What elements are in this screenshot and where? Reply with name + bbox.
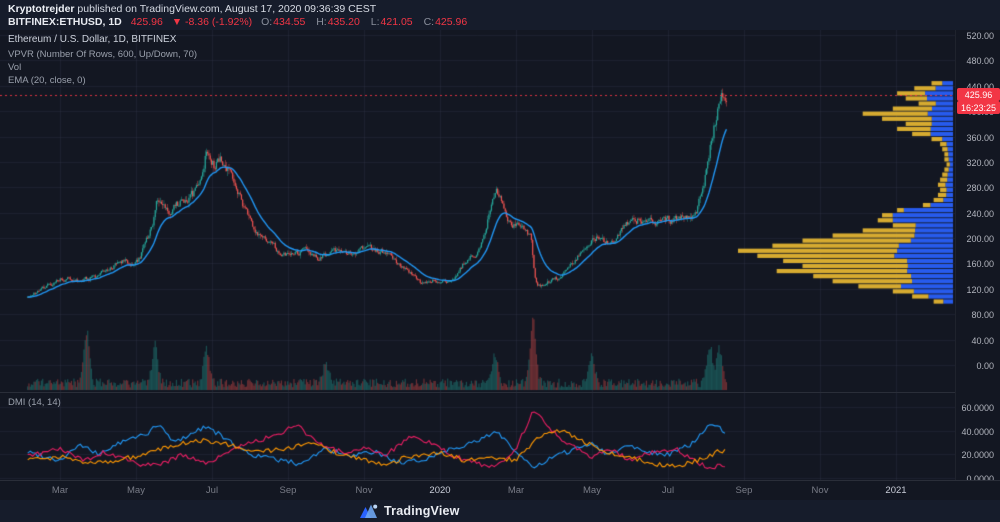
low-value: 421.05 (380, 16, 413, 28)
time-axis-month-label: Sep (279, 485, 297, 496)
time-axis-month-label: May (127, 485, 145, 496)
last-price-badge: 425.96 (957, 88, 1000, 102)
price-axis[interactable]: 425.96 16:23:25 520.00480.00440.00400.00… (955, 30, 1000, 484)
price-axis-label: 440.00 (966, 81, 994, 92)
price-change: ▼ -8.36 (-1.92%) (171, 16, 253, 28)
dmi-axis-label: 40.0000 (961, 426, 994, 437)
pane-separator[interactable] (0, 392, 1000, 393)
time-axis-month-label: Sep (735, 485, 753, 496)
price-chart-canvas[interactable] (0, 30, 955, 480)
legend-vpvr[interactable]: VPVR (Number Of Rows, 600, Up/Down, 70) (8, 49, 198, 60)
price-axis-label: 520.00 (966, 31, 994, 41)
dmi-axis-label: 60.0000 (961, 403, 994, 413)
author-name: Kryptotrejder (8, 3, 75, 15)
open-value: 434.55 (273, 16, 306, 28)
time-axis-year-label: 2021 (885, 485, 907, 496)
brand-name: TradingView (384, 503, 460, 518)
legend-ema[interactable]: EMA (20, close, 0) (8, 75, 86, 86)
price-axis-label: 160.00 (966, 259, 994, 270)
time-axis-month-label: Mar (507, 485, 525, 496)
time-axis-month-label: Nov (355, 485, 373, 496)
snapshot-footer: TradingView (0, 500, 1000, 522)
high-label: H: (316, 16, 327, 28)
price-axis-label: 480.00 (966, 56, 994, 67)
time-axis-month-label: May (583, 485, 601, 496)
price-axis-label: 120.00 (966, 284, 994, 295)
price-axis-label: 200.00 (966, 234, 994, 245)
time-axis-month-label: Jul (661, 485, 675, 496)
time-axis-month-label: Nov (811, 485, 829, 496)
legend-symbol[interactable]: Ethereum / U.S. Dollar, 1D, BITFINEX (8, 34, 177, 45)
published-text: published on TradingView.com, August 17,… (74, 3, 377, 15)
last-price: 425.96 (130, 16, 163, 28)
snapshot-header: Kryptotrejder published on TradingView.c… (0, 0, 1000, 30)
tradingview-brand[interactable]: TradingView (360, 503, 460, 518)
open-label: O: (261, 16, 273, 28)
time-axis[interactable]: Mar May Jul Sep Nov 2020 Mar May Jul Sep Nov 2021 (0, 480, 1000, 500)
chart-legend[interactable]: Ethereum / U.S. Dollar, 1D, BITFINEX VPV… (8, 34, 197, 87)
dmi-indicator-label[interactable]: DMI (14, 14) (8, 397, 61, 408)
candle-countdown-badge: 16:23:25 (957, 101, 1000, 115)
symbol-title: BITFINEX:ETHUSD, 1D (8, 16, 122, 28)
high-value: 435.20 (327, 16, 360, 28)
dmi-axis-label: 20.0000 (961, 450, 994, 461)
price-axis-label: 320.00 (966, 157, 994, 168)
dmi-axis-label: 0.0000 (966, 474, 994, 484)
symbol-line: BITFINEX:ETHUSD, 1D 425.96 ▼ -8.36 (-1.9… (8, 16, 992, 28)
time-axis-month-label: Jul (205, 485, 219, 496)
time-axis-month-label: Mar (51, 485, 69, 496)
published-line: Kryptotrejder published on TradingView.c… (8, 3, 992, 15)
legend-volume[interactable]: Vol (8, 62, 22, 73)
close-value: 425.96 (435, 16, 468, 28)
price-axis-label: 360.00 (966, 132, 994, 143)
price-axis-label: 0.00 (976, 361, 994, 371)
price-axis-label: 280.00 (966, 183, 994, 194)
price-axis-label: 240.00 (966, 208, 994, 219)
price-axis-label: 40.00 (971, 335, 994, 346)
time-axis-year-label: 2020 (429, 485, 451, 496)
close-label: C: (423, 16, 435, 28)
low-label: L: (370, 16, 380, 28)
price-axis-label: 80.00 (971, 310, 994, 321)
tradingview-logo-icon (360, 504, 378, 518)
